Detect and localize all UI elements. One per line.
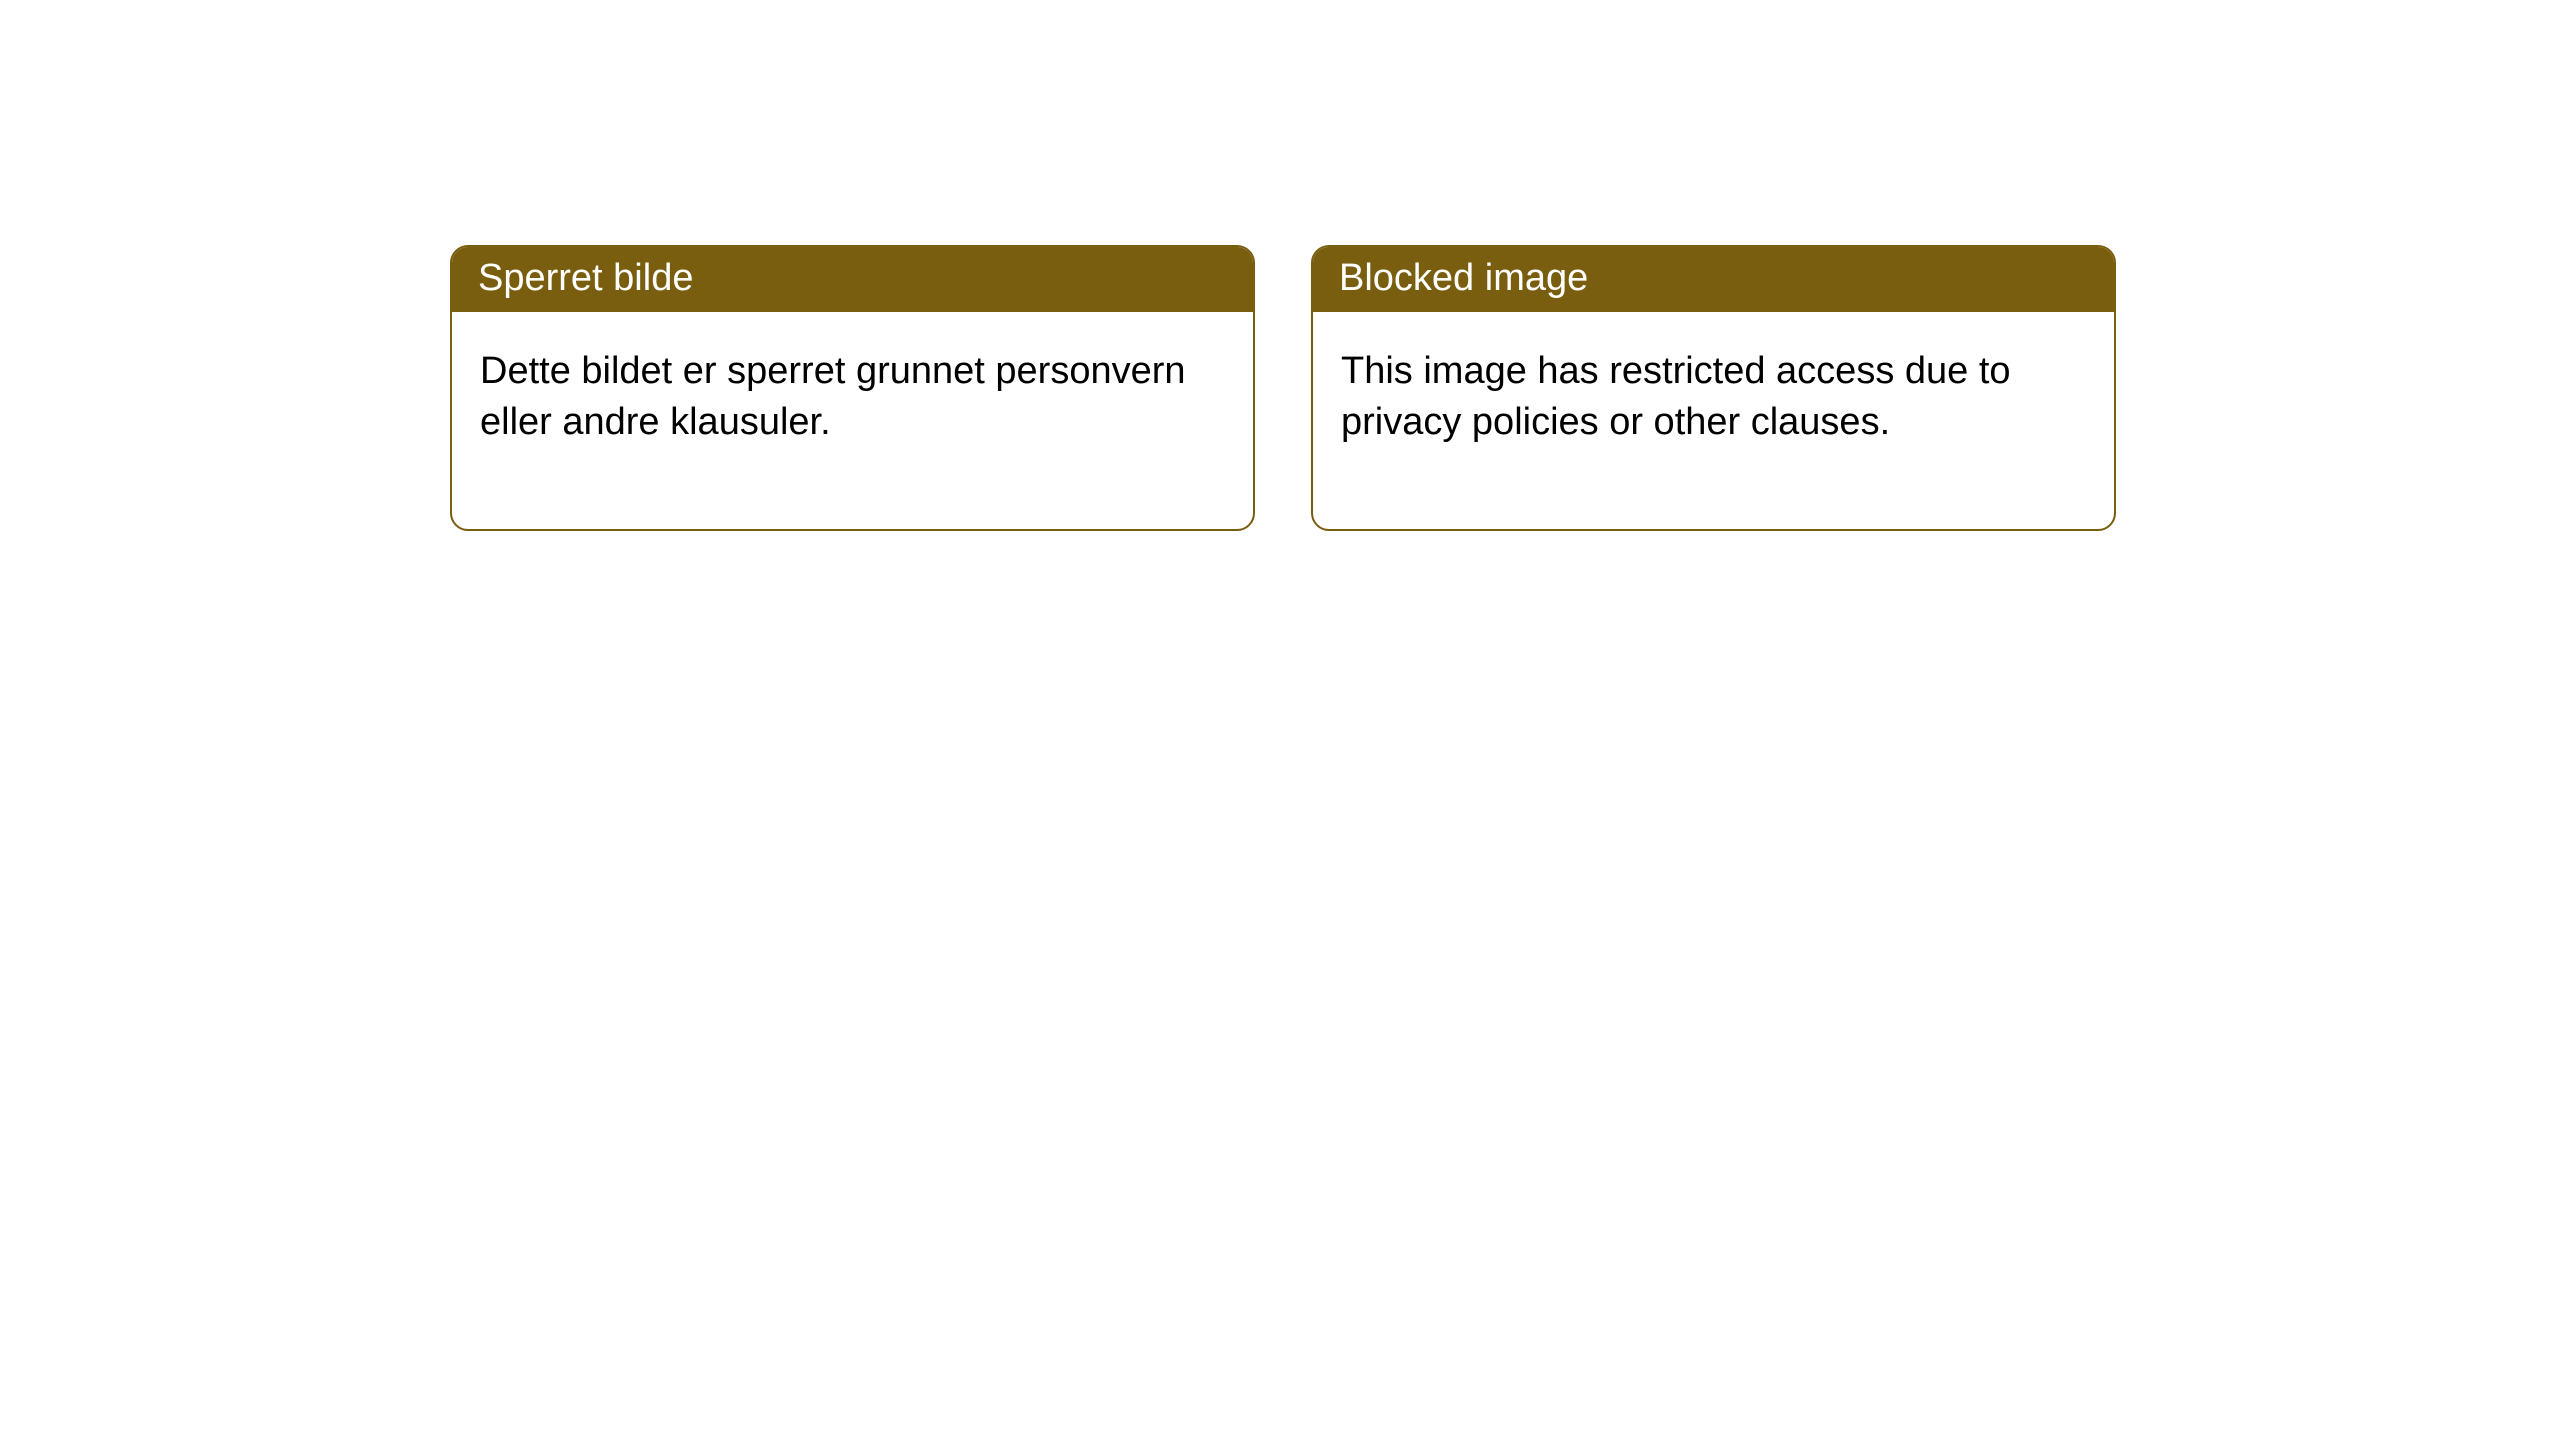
card-title: Sperret bilde	[478, 257, 693, 299]
notice-card-english: Blocked image This image has restricted …	[1311, 245, 2116, 531]
card-body: This image has restricted access due to …	[1313, 312, 2114, 529]
card-header: Sperret bilde	[452, 247, 1253, 312]
notice-card-norwegian: Sperret bilde Dette bildet er sperret gr…	[450, 245, 1255, 531]
card-header: Blocked image	[1313, 247, 2114, 312]
card-body-text: Dette bildet er sperret grunnet personve…	[480, 350, 1186, 443]
card-title: Blocked image	[1339, 257, 1588, 299]
notice-container: Sperret bilde Dette bildet er sperret gr…	[0, 0, 2560, 531]
card-body: Dette bildet er sperret grunnet personve…	[452, 312, 1253, 529]
card-body-text: This image has restricted access due to …	[1341, 350, 2011, 443]
